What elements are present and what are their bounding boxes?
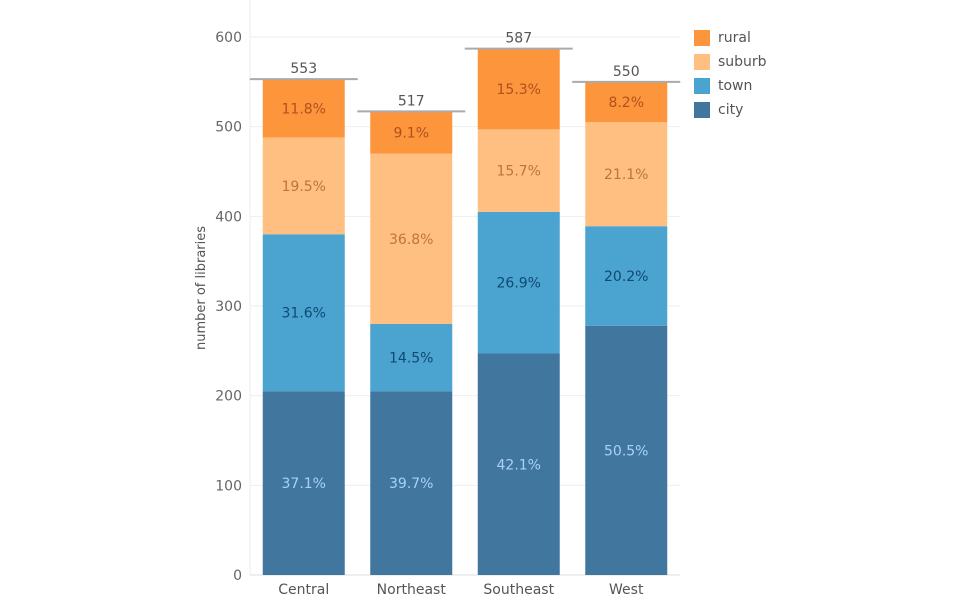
x-tick-label: Central (278, 582, 329, 598)
bar-segment-town (477, 211, 560, 354)
bar-segment-city (262, 391, 345, 575)
percent-label: 39.7% (389, 476, 433, 492)
bar-segment-rural (370, 111, 453, 154)
bar-segment-suburb (370, 153, 453, 324)
legend-item-town[interactable]: town (694, 74, 767, 98)
total-label: 553 (290, 61, 317, 77)
y-tick-label: 200 (215, 389, 242, 405)
percent-label: 8.2% (608, 95, 644, 111)
bar-segment-suburb (477, 129, 560, 212)
percent-label: 11.8% (282, 101, 326, 117)
legend: rural suburb town city (694, 26, 767, 122)
percent-label: 42.1% (497, 457, 541, 473)
legend-swatch-rural (694, 30, 710, 46)
legend-label: suburb (718, 54, 767, 70)
legend-item-city[interactable]: city (694, 98, 767, 122)
bar-segment-rural (262, 79, 345, 138)
percent-label: 9.1% (393, 125, 429, 141)
y-axis-title: number of libraries (194, 226, 209, 350)
total-label: 587 (505, 31, 532, 47)
legend-item-rural[interactable]: rural (694, 26, 767, 50)
bar-segment-city (477, 353, 560, 575)
percent-label: 14.5% (389, 351, 433, 367)
percent-label: 26.9% (497, 276, 541, 292)
percent-label: 31.6% (282, 306, 326, 322)
legend-swatch-town (694, 78, 710, 94)
legend-swatch-suburb (694, 54, 710, 70)
y-tick-label: 0 (233, 568, 242, 584)
legend-item-suburb[interactable]: suburb (694, 50, 767, 74)
percent-label: 15.7% (497, 164, 541, 180)
percent-label: 15.3% (497, 82, 541, 98)
x-tick-label: Northeast (377, 582, 447, 598)
y-tick-label: 100 (215, 478, 242, 494)
percent-label: 20.2% (604, 269, 648, 285)
y-tick-label: 600 (215, 30, 242, 46)
legend-label: city (718, 102, 744, 118)
bar-segment-city (370, 391, 453, 575)
bar-segment-rural (585, 81, 668, 123)
bar-segment-suburb (262, 137, 345, 235)
bar-segment-town (262, 234, 345, 392)
percent-label: 19.5% (282, 179, 326, 195)
y-tick-label: 300 (215, 299, 242, 315)
x-tick-label: West (609, 582, 644, 598)
percent-label: 36.8% (389, 232, 433, 248)
bar-segment-town (585, 226, 668, 326)
legend-label: rural (718, 30, 751, 46)
percent-label: 21.1% (604, 167, 648, 183)
total-label: 517 (398, 93, 425, 109)
bar-segment-city (585, 325, 668, 575)
percent-label: 37.1% (282, 476, 326, 492)
legend-swatch-city (694, 102, 710, 118)
y-tick-label: 400 (215, 209, 242, 225)
bar-segment-town (370, 323, 453, 392)
bar-segment-suburb (585, 122, 668, 227)
legend-label: town (718, 78, 753, 94)
bar-segment-rural (477, 48, 560, 130)
y-tick-label: 500 (215, 120, 242, 136)
total-label: 550 (613, 64, 640, 80)
x-tick-label: Southeast (483, 582, 554, 598)
percent-label: 50.5% (604, 443, 648, 459)
